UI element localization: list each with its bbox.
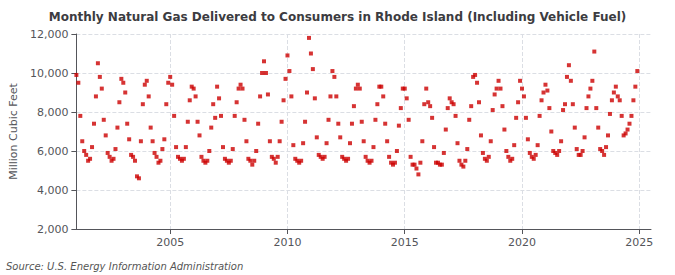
svg-text:Monthly Natural Gas Delivered: Monthly Natural Gas Delivered to Consume… [49, 10, 627, 24]
svg-text:12,000: 12,000 [30, 28, 69, 41]
svg-text:Source: U.S. Energy Informatio: Source: U.S. Energy Information Administ… [6, 261, 243, 272]
svg-text:10,000: 10,000 [30, 67, 69, 80]
svg-text:4,000: 4,000 [37, 184, 69, 197]
svg-text:2,000: 2,000 [37, 223, 69, 236]
svg-text:8,000: 8,000 [37, 106, 69, 119]
svg-text:6,000: 6,000 [37, 145, 69, 158]
svg-text:2005: 2005 [156, 236, 184, 249]
svg-text:2025: 2025 [625, 236, 653, 249]
svg-text:2020: 2020 [508, 236, 536, 249]
svg-text:2010: 2010 [273, 236, 301, 249]
svg-text:Million Cubic Feet: Million Cubic Feet [7, 82, 20, 179]
svg-text:2015: 2015 [391, 236, 419, 249]
